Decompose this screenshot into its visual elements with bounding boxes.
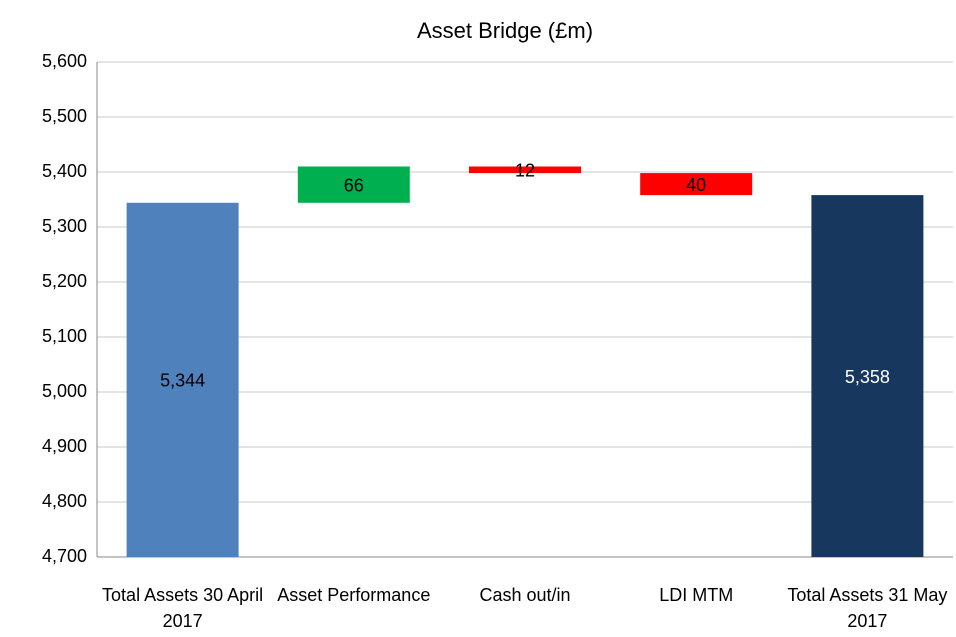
y-tick-label: 5,100 (42, 326, 87, 346)
y-tick-label: 5,200 (42, 271, 87, 291)
x-tick-label: LDI MTM (659, 585, 734, 605)
bar (297, 166, 410, 203)
y-tick-label: 4,700 (42, 546, 87, 566)
y-tick-label: 5,000 (42, 381, 87, 401)
y-tick-label: 5,300 (42, 216, 87, 236)
y-tick-label: 4,800 (42, 491, 87, 511)
bar (811, 195, 924, 557)
y-tick-label: 5,600 (42, 51, 87, 71)
data-label: 5,358 (845, 367, 890, 387)
y-tick-label: 4,900 (42, 436, 87, 456)
x-tick-label: Total Assets 30 April 2017 (102, 585, 264, 631)
data-label: 40 (686, 175, 706, 195)
bar (126, 202, 239, 558)
chart-title: Asset Bridge (£m) (417, 18, 593, 43)
x-tick-label: Asset Performance (277, 585, 431, 605)
data-label: 66 (344, 175, 364, 195)
data-label: 12 (515, 161, 535, 181)
bar (640, 173, 753, 196)
x-tick-label: Cash out/in (479, 585, 571, 605)
y-tick-label: 5,500 (42, 106, 87, 126)
x-tick-label: Total Assets 31 May 2017 (787, 585, 948, 631)
y-tick-label: 5,400 (42, 161, 87, 181)
data-label: 5,344 (160, 371, 205, 391)
bar (469, 166, 581, 174)
